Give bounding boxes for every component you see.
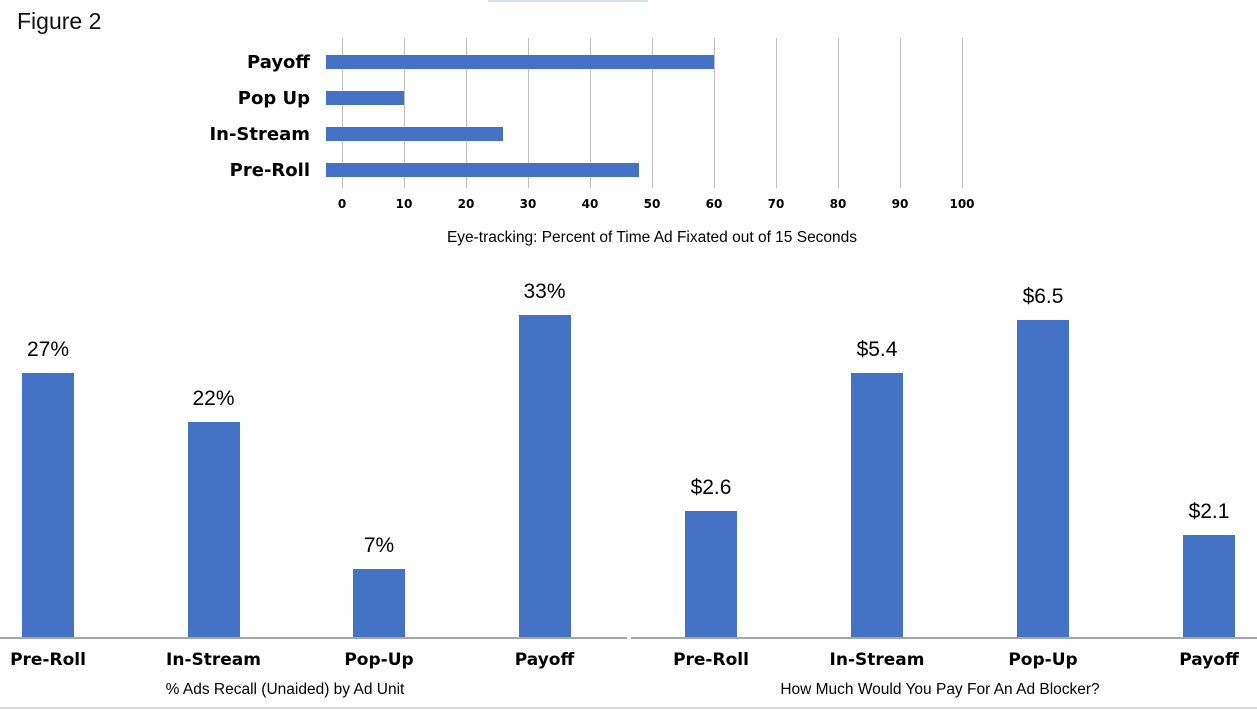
figure-2-canvas: Figure 2 Payoff Pop Up In-Stream Pre-Roll 0…: [0, 0, 1257, 713]
category-label: Pre-Roll: [0, 160, 326, 181]
eye-tracking-chart: Payoff Pop Up In-Stream Pre-Roll: [0, 38, 962, 188]
bar: [353, 569, 405, 638]
page-bottom-rule: [0, 707, 1257, 709]
tick-label: 90: [892, 197, 909, 211]
top-chart-row: Payoff: [0, 44, 962, 80]
value-label: $5.4: [817, 337, 937, 363]
adblocker-chart-caption: How Much Would You Pay For An Ad Blocker…: [690, 681, 1190, 699]
top-chart-row: In-Stream: [0, 116, 962, 152]
bar: [1017, 320, 1069, 639]
value-label: $2.1: [1149, 499, 1257, 525]
tick-label: 30: [520, 197, 537, 211]
top-chart-row: Pop Up: [0, 80, 962, 116]
tick-label: 100: [949, 197, 974, 211]
value-label: $2.6: [651, 475, 771, 501]
category-label: Payoff: [1129, 650, 1257, 670]
bar-track: [326, 91, 946, 105]
category-label: Pop-Up: [299, 650, 459, 670]
tick-label: 10: [396, 197, 413, 211]
cropped-title-fragment: [488, 0, 648, 2]
top-chart-rows: Payoff Pop Up In-Stream Pre-Roll: [0, 44, 962, 188]
bar-track: [326, 163, 946, 177]
bar: [326, 163, 639, 177]
top-chart-ticks: 0 10 20 30 40 50 60 70 80 90 100: [0, 197, 1000, 213]
category-label: Pop Up: [0, 88, 326, 109]
category-label: In-Stream: [134, 650, 294, 670]
tick-label: 20: [458, 197, 475, 211]
gridline: [962, 38, 963, 188]
category-label: Pre-Roll: [0, 650, 128, 670]
bar-track: [326, 55, 946, 69]
recall-chart-caption: % Ads Recall (Unaided) by Ad Unit: [35, 681, 535, 699]
value-label: 27%: [0, 337, 108, 363]
tick-label: 0: [338, 197, 346, 211]
bar: [326, 91, 404, 105]
bar: [326, 55, 714, 69]
adblocker-chart-axis: [631, 637, 1257, 639]
figure-label: Figure 2: [17, 6, 101, 36]
bar: [685, 511, 737, 638]
category-label: Payoff: [465, 650, 625, 670]
tick-label: 50: [644, 197, 661, 211]
category-label: Pop-Up: [963, 650, 1123, 670]
bar: [188, 422, 240, 638]
bar: [1183, 535, 1235, 638]
bar-track: [326, 127, 946, 141]
bar: [326, 127, 503, 141]
bar: [519, 315, 571, 638]
tick-label: 60: [706, 197, 723, 211]
tick-label: 40: [582, 197, 599, 211]
tick-label: 70: [768, 197, 785, 211]
category-label: In-Stream: [0, 124, 326, 145]
top-chart-row: Pre-Roll: [0, 152, 962, 188]
category-label: Payoff: [0, 52, 326, 73]
value-label: 7%: [319, 533, 439, 559]
bar: [22, 373, 74, 638]
recall-chart-axis: [0, 637, 627, 639]
value-label: $6.5: [983, 284, 1103, 310]
category-label: In-Stream: [797, 650, 957, 670]
eye-tracking-caption: Eye-tracking: Percent of Time Ad Fixated…: [342, 229, 962, 247]
category-label: Pre-Roll: [631, 650, 791, 670]
value-label: 33%: [485, 279, 605, 305]
value-label: 22%: [154, 386, 274, 412]
bar: [851, 373, 903, 638]
tick-label: 80: [830, 197, 847, 211]
